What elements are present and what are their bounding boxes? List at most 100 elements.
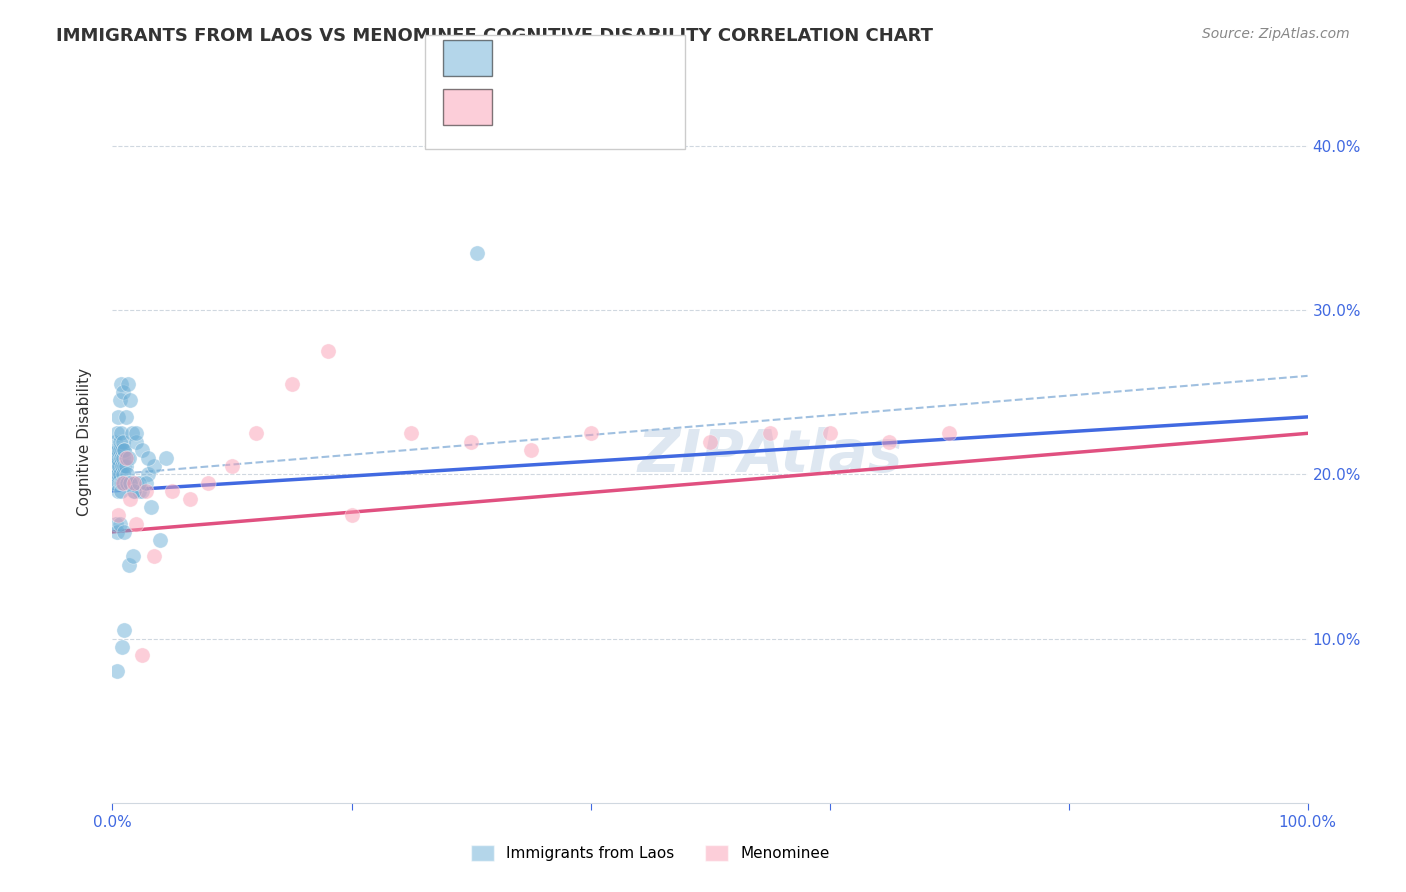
Immigrants from Laos xyxy=(115,475,138,490)
Immigrants from Laos xyxy=(104,434,127,449)
Text: N = 74: N = 74 xyxy=(612,49,673,67)
Menominee xyxy=(699,434,721,449)
Menominee xyxy=(579,426,602,441)
Menominee xyxy=(143,549,166,564)
Immigrants from Laos xyxy=(114,409,136,424)
Menominee xyxy=(162,483,183,498)
Immigrants from Laos xyxy=(121,426,143,441)
Immigrants from Laos xyxy=(120,393,142,408)
Immigrants from Laos xyxy=(108,393,131,408)
Immigrants from Laos xyxy=(111,475,134,490)
Immigrants from Laos xyxy=(105,665,128,679)
Menominee xyxy=(197,475,219,490)
Immigrants from Laos xyxy=(107,442,129,457)
Immigrants from Laos xyxy=(128,483,150,498)
Menominee xyxy=(316,344,339,359)
Text: N = 26: N = 26 xyxy=(612,98,673,116)
Immigrants from Laos xyxy=(107,467,129,482)
Menominee xyxy=(759,426,782,441)
Immigrants from Laos xyxy=(112,450,135,465)
Immigrants from Laos xyxy=(111,442,134,457)
Immigrants from Laos xyxy=(125,475,148,490)
Immigrants from Laos xyxy=(103,475,125,490)
Immigrants from Laos xyxy=(110,475,132,490)
Menominee xyxy=(112,475,135,490)
Immigrants from Laos xyxy=(149,533,172,547)
Immigrants from Laos xyxy=(465,245,488,260)
Immigrants from Laos xyxy=(131,483,153,498)
Immigrants from Laos xyxy=(107,409,129,424)
Immigrants from Laos xyxy=(117,377,139,392)
Immigrants from Laos xyxy=(118,558,141,572)
Immigrants from Laos xyxy=(143,459,166,474)
Immigrants from Laos xyxy=(114,475,136,490)
Immigrants from Laos xyxy=(122,483,145,498)
Immigrants from Laos xyxy=(105,524,128,539)
Immigrants from Laos xyxy=(135,475,157,490)
Menominee xyxy=(401,426,423,441)
Immigrants from Laos xyxy=(139,500,162,515)
Immigrants from Laos xyxy=(111,640,134,654)
Text: Source: ZipAtlas.com: Source: ZipAtlas.com xyxy=(1202,27,1350,41)
Text: IMMIGRANTS FROM LAOS VS MENOMINEE COGNITIVE DISABILITY CORRELATION CHART: IMMIGRANTS FROM LAOS VS MENOMINEE COGNIT… xyxy=(56,27,934,45)
Immigrants from Laos xyxy=(108,434,131,449)
Immigrants from Laos xyxy=(120,475,142,490)
Immigrants from Laos xyxy=(115,450,138,465)
Menominee xyxy=(879,434,901,449)
Menominee xyxy=(135,483,157,498)
Immigrants from Laos xyxy=(114,459,136,474)
Menominee xyxy=(120,491,142,506)
Immigrants from Laos xyxy=(114,459,135,474)
Menominee xyxy=(281,377,304,392)
Immigrants from Laos xyxy=(118,450,141,465)
Immigrants from Laos xyxy=(114,442,135,457)
Menominee xyxy=(131,648,153,662)
Immigrants from Laos xyxy=(104,467,127,482)
Menominee xyxy=(125,516,148,531)
Immigrants from Laos xyxy=(108,442,131,457)
Menominee xyxy=(818,426,841,441)
Menominee xyxy=(520,442,543,457)
Immigrants from Laos xyxy=(105,450,128,465)
Immigrants from Laos xyxy=(110,483,132,498)
Immigrants from Laos xyxy=(114,475,135,490)
Menominee xyxy=(221,459,243,474)
Immigrants from Laos xyxy=(103,459,125,474)
Immigrants from Laos xyxy=(121,549,143,564)
Menominee xyxy=(460,434,482,449)
Immigrants from Laos xyxy=(104,450,127,465)
Immigrants from Laos xyxy=(110,450,132,465)
Legend: Immigrants from Laos, Menominee: Immigrants from Laos, Menominee xyxy=(465,839,835,867)
Immigrants from Laos xyxy=(111,459,134,474)
Menominee xyxy=(340,508,363,523)
Immigrants from Laos xyxy=(108,459,131,474)
Immigrants from Laos xyxy=(120,475,142,490)
Menominee xyxy=(938,426,960,441)
Immigrants from Laos xyxy=(138,450,160,465)
Y-axis label: Cognitive Disability: Cognitive Disability xyxy=(77,368,91,516)
Immigrants from Laos xyxy=(128,475,150,490)
Immigrants from Laos xyxy=(122,483,145,498)
Menominee xyxy=(114,450,136,465)
Immigrants from Laos xyxy=(110,467,132,482)
Immigrants from Laos xyxy=(110,377,132,392)
Menominee xyxy=(107,508,129,523)
Text: R = 0.444: R = 0.444 xyxy=(502,98,585,116)
Immigrants from Laos xyxy=(112,442,135,457)
Immigrants from Laos xyxy=(131,442,153,457)
Menominee xyxy=(245,426,267,441)
Immigrants from Laos xyxy=(125,434,148,449)
Immigrants from Laos xyxy=(105,475,128,490)
Immigrants from Laos xyxy=(114,624,135,638)
Immigrants from Laos xyxy=(112,467,135,482)
Immigrants from Laos xyxy=(108,516,131,531)
Immigrants from Laos xyxy=(112,385,135,400)
Immigrants from Laos xyxy=(117,475,139,490)
Immigrants from Laos xyxy=(114,524,135,539)
Immigrants from Laos xyxy=(105,426,128,441)
Text: R = 0.076: R = 0.076 xyxy=(502,49,585,67)
Immigrants from Laos xyxy=(107,483,129,498)
Immigrants from Laos xyxy=(111,434,134,449)
Immigrants from Laos xyxy=(115,467,138,482)
Immigrants from Laos xyxy=(110,426,132,441)
